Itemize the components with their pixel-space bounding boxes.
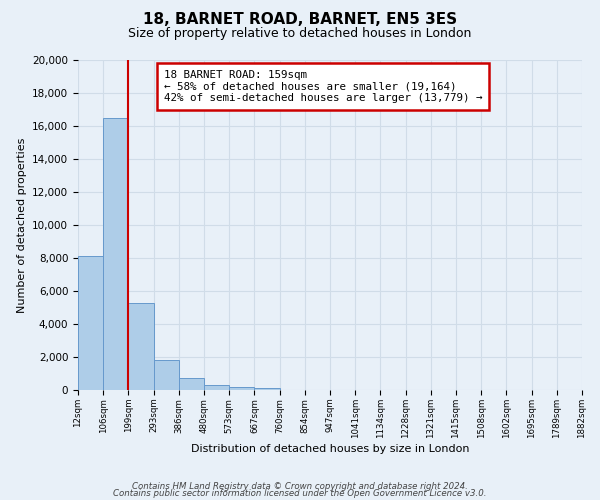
Text: 18, BARNET ROAD, BARNET, EN5 3ES: 18, BARNET ROAD, BARNET, EN5 3ES (143, 12, 457, 28)
Y-axis label: Number of detached properties: Number of detached properties (17, 138, 26, 312)
Bar (179, 378, 204, 390)
X-axis label: Distribution of detached houses by size in London: Distribution of detached houses by size … (191, 444, 469, 454)
Text: Contains HM Land Registry data © Crown copyright and database right 2024.: Contains HM Land Registry data © Crown c… (132, 482, 468, 491)
Bar (154, 360, 179, 390)
Text: Size of property relative to detached houses in London: Size of property relative to detached ho… (128, 28, 472, 40)
Bar (254, 388, 280, 390)
Bar (103, 118, 128, 390)
Text: 18 BARNET ROAD: 159sqm
← 58% of detached houses are smaller (19,164)
42% of semi: 18 BARNET ROAD: 159sqm ← 58% of detached… (164, 70, 482, 103)
Bar (128, 302, 154, 390)
Bar (204, 385, 229, 390)
Text: Contains public sector information licensed under the Open Government Licence v3: Contains public sector information licen… (113, 490, 487, 498)
Bar (229, 386, 254, 390)
Bar (78, 256, 103, 390)
